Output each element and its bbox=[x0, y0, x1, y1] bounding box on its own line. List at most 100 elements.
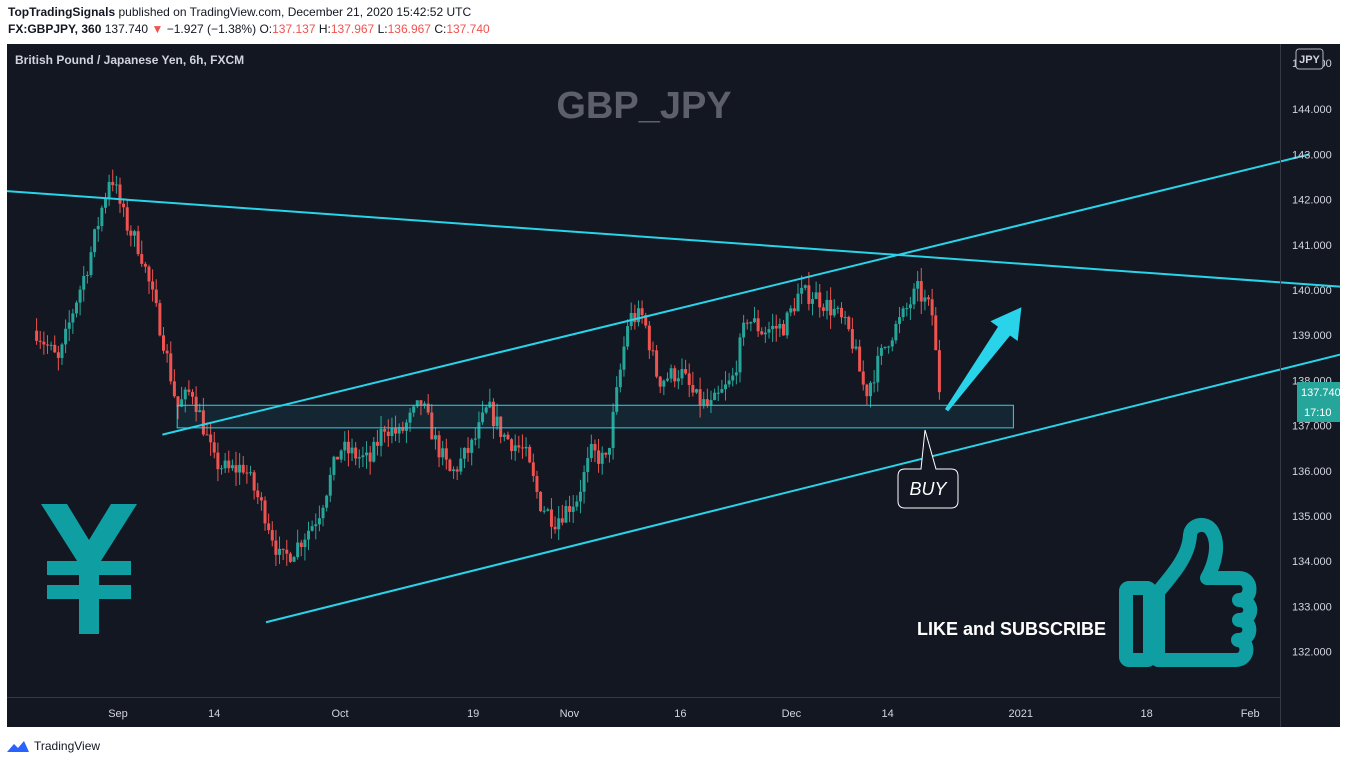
candle-body bbox=[56, 352, 60, 358]
candle-body bbox=[339, 450, 343, 460]
trendline[interactable] bbox=[265, 342, 1348, 624]
chart-svg[interactable]: British Pound / Japanese Yen, 6h, FXCM G… bbox=[0, 44, 1348, 727]
price-tick-label: 141.000 bbox=[1292, 240, 1332, 252]
candle-body bbox=[379, 428, 383, 446]
candle-body bbox=[622, 346, 626, 370]
symbol-label: FX:GBPJPY, 360 bbox=[8, 22, 102, 36]
candle-body bbox=[586, 458, 590, 473]
candle-body bbox=[669, 368, 673, 379]
candle-body bbox=[183, 389, 187, 400]
candle-body bbox=[723, 384, 727, 390]
price-tick-label: 135.000 bbox=[1292, 511, 1332, 523]
candle-body bbox=[876, 355, 880, 383]
candle-body bbox=[687, 373, 691, 386]
candle-body bbox=[89, 252, 93, 276]
footer-brand[interactable]: TradingView bbox=[34, 739, 101, 753]
candle-body bbox=[212, 442, 216, 453]
candle-body bbox=[517, 445, 521, 448]
candle-body bbox=[64, 328, 68, 345]
candle-body bbox=[241, 464, 245, 473]
candle-body bbox=[317, 518, 321, 525]
time-tick-label: 16 bbox=[674, 708, 686, 720]
close-label: C: bbox=[434, 22, 447, 36]
candle-body bbox=[691, 385, 695, 393]
candle-body bbox=[756, 318, 760, 332]
projection-arrow[interactable] bbox=[934, 299, 1034, 420]
candle-body bbox=[894, 323, 898, 341]
candle-body bbox=[778, 323, 782, 329]
candle-body bbox=[459, 458, 463, 472]
close-value: 137.740 bbox=[446, 22, 490, 36]
candle-body bbox=[401, 427, 405, 431]
price-tick-label: 132.000 bbox=[1292, 647, 1332, 659]
candle-body bbox=[684, 369, 688, 374]
candle-body bbox=[825, 299, 829, 311]
candle-body bbox=[386, 431, 390, 437]
candle-body bbox=[285, 549, 289, 554]
buy-callout: BUY bbox=[897, 429, 959, 509]
candle-body bbox=[299, 542, 303, 548]
candle-body bbox=[288, 553, 292, 562]
candle-body bbox=[578, 491, 582, 502]
candle-body bbox=[303, 539, 307, 548]
candle-body bbox=[752, 318, 756, 323]
candle-body bbox=[122, 203, 126, 208]
time-tick-label: Dec bbox=[782, 708, 802, 720]
price-tick-label: 140.000 bbox=[1292, 285, 1332, 297]
candle-body bbox=[103, 197, 107, 208]
candle-body bbox=[321, 507, 325, 519]
trendline[interactable] bbox=[162, 153, 1310, 436]
candle-body bbox=[774, 325, 778, 329]
candle-body bbox=[270, 530, 274, 541]
candle-body bbox=[96, 225, 100, 230]
candle-body bbox=[781, 323, 785, 336]
open-value: 137.137 bbox=[272, 22, 316, 36]
candle-body bbox=[502, 434, 506, 437]
candle-body bbox=[125, 207, 129, 231]
chart-panel[interactable]: British Pound / Japanese Yen, 6h, FXCM G… bbox=[0, 44, 1348, 727]
candle-body bbox=[60, 344, 64, 358]
support-zone[interactable] bbox=[176, 404, 1014, 429]
candle-body bbox=[499, 416, 503, 437]
tradingview-logo-icon bbox=[7, 741, 29, 752]
time-tick-label: Oct bbox=[331, 708, 348, 720]
candle-body bbox=[209, 434, 213, 443]
candle-body bbox=[716, 392, 720, 394]
candle-body bbox=[201, 410, 205, 435]
candle-body bbox=[187, 389, 191, 392]
candle-body bbox=[542, 510, 546, 512]
candle-body bbox=[45, 344, 49, 346]
countdown-label: 17:10 bbox=[1304, 407, 1332, 419]
candle-body bbox=[180, 399, 184, 407]
candle-body bbox=[67, 322, 71, 329]
candle-body bbox=[140, 254, 144, 264]
candle-body bbox=[600, 452, 604, 464]
time-scale-border bbox=[7, 697, 1280, 698]
trendline[interactable] bbox=[0, 189, 1348, 295]
candle-body bbox=[676, 378, 680, 382]
time-tick-label: Feb bbox=[1241, 708, 1260, 720]
candle-body bbox=[836, 307, 840, 309]
time-tick-label: 19 bbox=[467, 708, 479, 720]
candle-body bbox=[198, 410, 202, 413]
currency-badge[interactable] bbox=[1295, 48, 1324, 70]
candle-body bbox=[82, 275, 86, 290]
candle-body bbox=[365, 452, 369, 456]
candle-body bbox=[647, 325, 651, 351]
candle-body bbox=[807, 285, 811, 304]
candle-body bbox=[194, 396, 198, 413]
candle-body bbox=[249, 472, 253, 474]
candle-body bbox=[785, 312, 789, 336]
candle-body bbox=[368, 452, 372, 462]
ohlc-line: FX:GBPJPY, 360 137.740 ▼ −1.927 (−1.38%)… bbox=[8, 22, 490, 36]
candle-body bbox=[35, 330, 39, 341]
price-tick-label: 143.000 bbox=[1292, 149, 1332, 161]
candle-body bbox=[191, 391, 195, 397]
candle-body bbox=[71, 313, 75, 323]
candle-body bbox=[916, 281, 920, 289]
candle-body bbox=[858, 346, 862, 372]
candle-body bbox=[343, 441, 347, 451]
author-name[interactable]: TopTradingSignals bbox=[8, 5, 116, 19]
candle-body bbox=[930, 299, 934, 316]
time-tick-label: 14 bbox=[208, 708, 220, 720]
